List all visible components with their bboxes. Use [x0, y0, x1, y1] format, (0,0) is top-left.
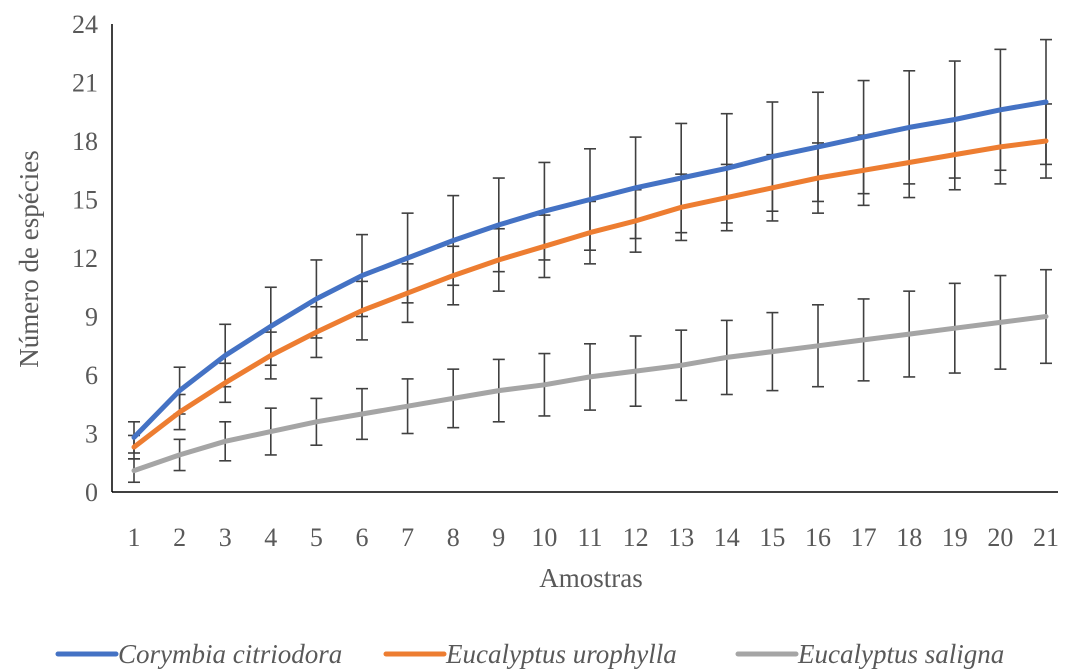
- x-tick-label: 7: [401, 523, 414, 552]
- legend: Corymbia citriodora Eucalyptus urophylla E…: [55, 639, 1004, 669]
- x-tick-label: 2: [173, 523, 186, 552]
- x-tick-label: 8: [447, 523, 460, 552]
- x-tick-labels: 1 2 3 4 5 6 7 8 9 10 11 12 13 14 15 16 17 18 19 20 21: [128, 523, 1060, 552]
- x-tick-label: 13: [668, 523, 694, 552]
- x-tick-label: 15: [759, 523, 785, 552]
- x-tick-label: 4: [264, 523, 277, 552]
- error-bars: [128, 38, 1052, 484]
- y-tick-label: 21: [72, 69, 98, 98]
- x-tick-label: 6: [356, 523, 369, 552]
- x-tick-label: 11: [577, 523, 602, 552]
- y-tick-labels: 0 3 6 9 12 15 18 21 24: [72, 10, 98, 507]
- y-tick-label: 9: [85, 303, 98, 332]
- x-tick-label: 20: [987, 523, 1013, 552]
- legend-label: Eucalyptus saligna: [797, 639, 1004, 669]
- y-tick-label: 18: [72, 127, 98, 156]
- y-tick-label: 24: [72, 10, 98, 39]
- x-tick-label: 21: [1033, 523, 1059, 552]
- y-axis-title: Número de espécies: [14, 150, 44, 367]
- x-tick-label: 18: [896, 523, 922, 552]
- series-lines: [131, 99, 1049, 474]
- x-tick-label: 5: [310, 523, 323, 552]
- y-tick-label: 12: [72, 244, 98, 273]
- y-tick-label: 6: [85, 361, 98, 390]
- x-tick-label: 12: [623, 523, 649, 552]
- series-line-eucalyptus-urophylla: [131, 138, 1049, 450]
- x-tick-label: 1: [128, 523, 141, 552]
- legend-label: Corymbia citriodora: [118, 639, 342, 669]
- x-tick-label: 14: [714, 523, 740, 552]
- x-tick-label: 3: [219, 523, 232, 552]
- x-tick-label: 16: [805, 523, 831, 552]
- x-tick-label: 17: [851, 523, 877, 552]
- y-tick-label: 0: [85, 478, 98, 507]
- x-tick-label: 19: [942, 523, 968, 552]
- y-tick-label: 3: [85, 420, 98, 449]
- legend-label: Eucalyptus urophylla: [445, 639, 677, 669]
- x-axis-title: Amostras: [539, 563, 643, 593]
- x-tick-label: 9: [492, 523, 505, 552]
- series-line-eucalyptus-saligna: [131, 314, 1049, 474]
- series-line-corymbia-citriodora: [131, 99, 1049, 440]
- x-tick-label: 10: [531, 523, 557, 552]
- y-tick-label: 15: [72, 186, 98, 215]
